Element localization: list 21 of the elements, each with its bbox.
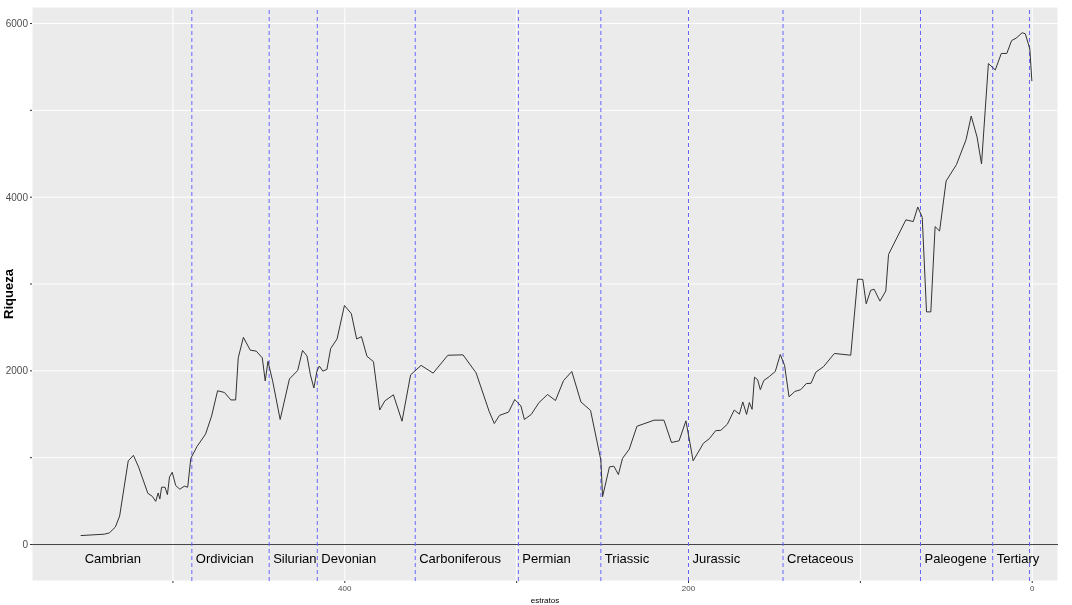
annotation: Tertiary — [996, 550, 1040, 566]
x-tick-label: 400 — [338, 583, 352, 593]
annotation: Cretaceous — [787, 550, 854, 566]
annotation: Silurian — [273, 550, 317, 566]
y-tick-label: 6000 — [5, 18, 29, 30]
annotation: Triassic — [604, 550, 650, 566]
annotation: Ordivician — [195, 550, 254, 566]
y-axis-title: Riqueza — [0, 268, 16, 319]
x-axis-title: estratos — [530, 596, 560, 605]
annotation: Devonian — [321, 550, 377, 566]
annotation: Carboniferous — [419, 550, 502, 566]
y-tick-label: 4000 — [5, 191, 29, 203]
annotation: Cambrian — [84, 550, 141, 566]
annotation: Jurassic — [692, 550, 741, 566]
x-tick-label: 200 — [681, 583, 696, 593]
annotation: Paleogene — [924, 550, 987, 566]
y-tick-label: 0 — [22, 539, 29, 551]
y-tick-label: 2000 — [5, 365, 29, 377]
annotation: Permian — [522, 550, 571, 566]
x-tick-label: 0 — [1029, 583, 1035, 593]
line-series — [80, 32, 1033, 537]
